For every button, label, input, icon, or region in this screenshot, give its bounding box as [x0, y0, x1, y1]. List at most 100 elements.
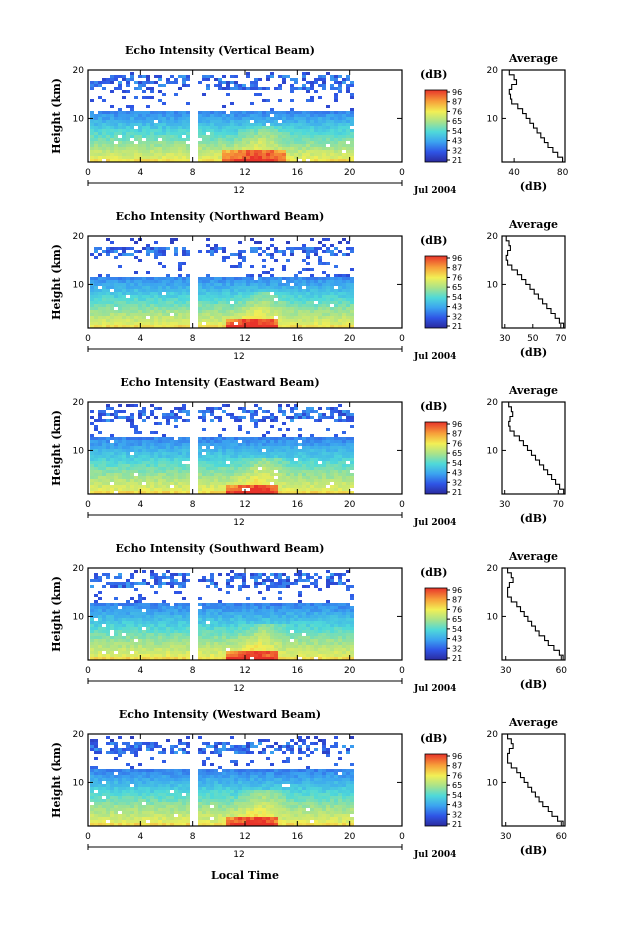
- heatmap-cell: [250, 280, 254, 283]
- heatmap-cell: [226, 153, 230, 156]
- heatmap-cell: [226, 304, 230, 307]
- heatmap-cell: [98, 156, 102, 159]
- heatmap-cell: [274, 606, 278, 609]
- heatmap-cell: [142, 419, 146, 422]
- heatmap-cell: [270, 443, 274, 446]
- heatmap-cell: [298, 461, 302, 464]
- heatmap-cell: [206, 612, 210, 615]
- heatmap-cell: [142, 470, 146, 473]
- heatmap-cell: [142, 289, 146, 292]
- heatmap-cell: [278, 87, 282, 90]
- heatmap-cell: [214, 482, 218, 485]
- average-title: Average: [508, 384, 558, 397]
- heatmap-cell: [230, 461, 234, 464]
- heatmap-cell: [118, 277, 122, 280]
- heatmap-cell: [134, 485, 138, 488]
- heatmap-cell: [286, 283, 290, 286]
- heatmap-cell: [158, 322, 162, 325]
- heatmap-cell: [138, 150, 142, 153]
- heatmap-cell: [198, 144, 202, 147]
- heatmap-cell: [134, 452, 138, 455]
- heatmap-cell: [330, 87, 334, 90]
- heatmap-cell: [226, 582, 230, 585]
- heatmap-cell: [322, 624, 326, 627]
- heatmap-cell: [342, 310, 346, 313]
- heatmap-cell: [222, 491, 226, 494]
- x-tick-label: 0: [399, 334, 405, 344]
- heatmap-cell: [90, 479, 94, 482]
- heatmap-cell: [238, 111, 242, 114]
- heatmap-cell: [306, 147, 310, 150]
- heatmap-cell: [310, 434, 314, 437]
- heatmap-cell: [234, 455, 238, 458]
- heatmap-cell: [126, 286, 130, 289]
- heatmap-cell: [298, 292, 302, 295]
- heatmap-cell: [210, 283, 214, 286]
- heatmap-cell: [134, 437, 138, 440]
- heatmap-cell: [182, 621, 186, 624]
- heatmap-cell: [154, 467, 158, 470]
- heatmap-cell: [326, 310, 330, 313]
- heatmap-cell: [258, 274, 262, 277]
- heatmap-cell: [130, 404, 134, 407]
- heatmap-cell: [254, 144, 258, 147]
- heatmap-cell: [306, 455, 310, 458]
- heatmap-cell: [330, 410, 334, 413]
- heatmap-cell: [166, 114, 170, 117]
- heatmap-cell: [158, 485, 162, 488]
- heatmap-cell: [334, 606, 338, 609]
- heatmap-cell: [238, 485, 242, 488]
- heatmap-cell: [262, 615, 266, 618]
- heatmap-cell: [226, 443, 230, 446]
- heatmap-cell: [182, 470, 186, 473]
- heatmap-cell: [290, 582, 294, 585]
- heatmap-cell: [262, 99, 266, 102]
- heatmap-cell: [102, 630, 106, 633]
- heatmap-cell: [278, 84, 282, 87]
- heatmap-cell: [186, 624, 190, 627]
- heatmap-cell: [282, 250, 286, 253]
- heatmap-cell: [302, 319, 306, 322]
- heatmap-cell: [94, 476, 98, 479]
- heatmap-cell: [286, 144, 290, 147]
- heatmap-cell: [290, 295, 294, 298]
- average-x-tick-label: 80: [557, 168, 569, 178]
- heatmap-cell: [186, 75, 190, 78]
- heatmap-cell: [270, 455, 274, 458]
- heatmap-cell: [134, 250, 138, 253]
- heatmap-cell: [126, 603, 130, 606]
- heatmap-cell: [310, 416, 314, 419]
- heatmap-cell: [234, 283, 238, 286]
- heatmap-cell: [350, 132, 354, 135]
- heatmap-cell: [286, 319, 290, 322]
- heatmap-cell: [146, 301, 150, 304]
- heatmap-cell: [98, 114, 102, 117]
- heatmap-cell: [174, 322, 178, 325]
- heatmap-cell: [250, 416, 254, 419]
- heatmap-cell: [234, 621, 238, 624]
- heatmap-cell: [310, 479, 314, 482]
- heatmap-cell: [310, 488, 314, 491]
- heatmap-cell: [158, 582, 162, 585]
- heatmap-cell: [330, 464, 334, 467]
- heatmap-cell: [142, 413, 146, 416]
- heatmap-cell: [94, 298, 98, 301]
- heatmap-cell: [138, 147, 142, 150]
- heatmap-cell: [254, 582, 258, 585]
- heatmap-cell: [110, 443, 114, 446]
- heatmap-cell: [146, 132, 150, 135]
- heatmap-cell: [266, 289, 270, 292]
- colorbar-tick-label: 21: [452, 156, 462, 165]
- heatmap-cell: [186, 286, 190, 289]
- average-profile-line: [504, 235, 565, 328]
- heatmap-cell: [106, 464, 110, 467]
- heatmap-cell: [230, 114, 234, 117]
- heatmap-cell: [214, 325, 218, 328]
- heatmap-cell: [186, 310, 190, 313]
- heatmap-cell: [234, 446, 238, 449]
- heatmap-cell: [162, 573, 166, 576]
- heatmap-cell: [130, 458, 134, 461]
- heatmap-cell: [214, 244, 218, 247]
- heatmap-cell: [162, 491, 166, 494]
- heatmap-cell: [322, 153, 326, 156]
